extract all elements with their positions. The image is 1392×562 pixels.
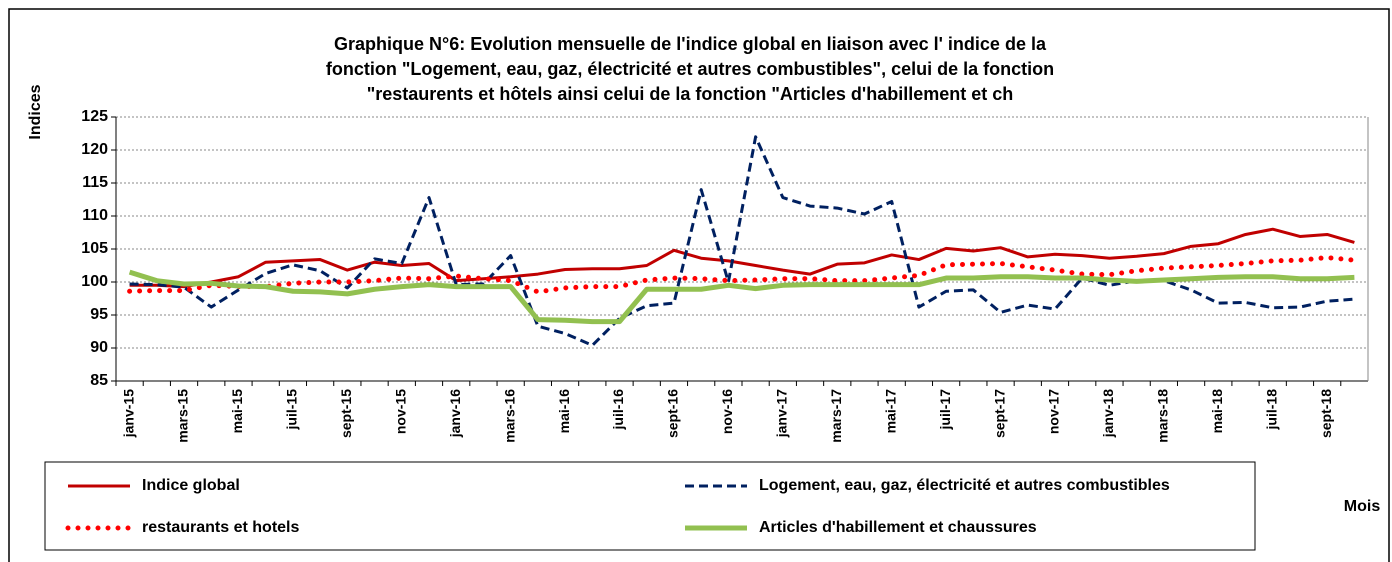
legend-label: Indice global: [142, 477, 240, 494]
x-tick-label: mai-18: [1209, 389, 1225, 434]
series-line: [129, 135, 1355, 347]
x-axis-title: Mois: [1344, 498, 1381, 515]
x-tick-label: mars-15: [175, 389, 191, 443]
y-tick-label: 110: [82, 207, 108, 224]
x-tick-label: mars-17: [828, 389, 844, 443]
legend-label: restaurants et hotels: [142, 519, 299, 536]
x-tick-label: sept-16: [665, 389, 681, 438]
y-tick-label: 120: [81, 141, 108, 158]
legend-label: Logement, eau, gaz, électricité et autre…: [759, 477, 1170, 494]
x-tick-label: juil-15: [284, 389, 300, 431]
x-tick-label: mars-18: [1155, 389, 1171, 443]
legend-label: Articles d'habillement et chaussures: [759, 519, 1037, 536]
series-line: [128, 269, 1355, 325]
y-tick-label: 95: [90, 306, 108, 323]
x-tick-label: nov-16: [719, 389, 735, 434]
x-tick-label: mai-17: [882, 389, 898, 434]
x-tick-label: juil-17: [937, 389, 953, 431]
y-axis-title: Indices: [27, 84, 44, 139]
x-tick-label: mai-16: [556, 389, 572, 434]
y-tick-label: 90: [90, 339, 108, 356]
series-line: [127, 255, 1357, 295]
x-tick-label: sept-18: [1318, 389, 1334, 438]
series-line: [129, 227, 1355, 289]
y-tick-label: 105: [81, 240, 108, 257]
chart-title: "restaurents et hôtels ainsi celui de la…: [367, 84, 1014, 104]
y-tick-label: 115: [82, 174, 108, 191]
chart-title: Graphique N°6: Evolution mensuelle de l'…: [334, 34, 1047, 54]
x-tick-label: juil-16: [610, 389, 626, 431]
x-tick-label: janv-17: [774, 389, 790, 438]
x-tick-label: janv-15: [120, 389, 136, 438]
x-tick-label: juil-18: [1263, 389, 1279, 431]
x-tick-label: janv-16: [447, 389, 463, 438]
x-tick-label: mars-16: [501, 389, 517, 443]
x-tick-label: mai-15: [229, 389, 245, 434]
x-tick-label: sept-15: [338, 389, 354, 438]
chart-title: fonction "Logement, eau, gaz, électricit…: [326, 59, 1054, 79]
y-tick-label: 125: [81, 108, 108, 125]
y-tick-label: 85: [90, 372, 108, 389]
x-tick-label: sept-17: [991, 389, 1007, 438]
legend-box: [44, 461, 1256, 551]
x-tick-label: nov-15: [392, 389, 408, 434]
x-tick-label: nov-17: [1046, 389, 1062, 434]
y-tick-label: 100: [81, 273, 108, 290]
x-tick-label: janv-18: [1100, 389, 1116, 438]
